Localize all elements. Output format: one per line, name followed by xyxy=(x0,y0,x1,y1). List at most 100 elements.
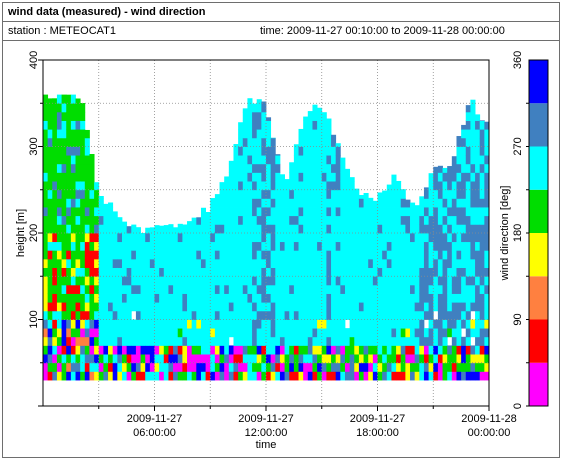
heatmap-cell xyxy=(56,319,62,329)
heatmap-cell xyxy=(479,328,485,338)
heatmap-cell xyxy=(247,137,253,147)
heatmap-cell xyxy=(242,215,248,225)
heatmap-cell xyxy=(293,241,299,251)
heatmap-cell xyxy=(358,250,364,260)
x-tick-label-date: 2009-11-27 xyxy=(127,413,182,425)
heatmap-cell xyxy=(224,224,230,234)
colorbar-swatch xyxy=(529,103,548,147)
heatmap-cell xyxy=(326,207,332,217)
heatmap-cell xyxy=(238,198,244,208)
heatmap-cell xyxy=(266,276,272,286)
heatmap-cell xyxy=(461,124,467,130)
heatmap-cell xyxy=(451,233,457,243)
heatmap-cell xyxy=(117,319,123,329)
heatmap-cell xyxy=(43,345,49,355)
heatmap-cell xyxy=(238,241,244,251)
heatmap-cell xyxy=(75,155,81,165)
heatmap-cell xyxy=(149,241,155,251)
heatmap-cell xyxy=(238,129,244,139)
heatmap-cell xyxy=(159,328,165,338)
heatmap-cell xyxy=(447,198,453,208)
heatmap-cell xyxy=(312,137,318,147)
heatmap-cell xyxy=(363,233,369,243)
heatmap-cell xyxy=(266,181,272,191)
heatmap-cell xyxy=(461,224,467,234)
title-bar: wind data (measured) - wind direction xyxy=(3,3,559,22)
heatmap-cell xyxy=(75,224,81,234)
heatmap-cell xyxy=(117,293,123,303)
heatmap-cell xyxy=(479,354,485,364)
heatmap-cell xyxy=(423,310,430,320)
heatmap-cell xyxy=(307,120,313,130)
heatmap-cell xyxy=(108,293,114,303)
heatmap-cell xyxy=(56,371,62,381)
heatmap-cell xyxy=(98,336,104,346)
heatmap-cell xyxy=(210,198,216,208)
heatmap-cell xyxy=(479,224,485,234)
heatmap-cell xyxy=(340,284,346,294)
heatmap-cell xyxy=(159,345,165,355)
heatmap-cell xyxy=(149,345,155,355)
heatmap-cell xyxy=(414,250,420,260)
heatmap-cell xyxy=(391,345,397,355)
heatmap-cell xyxy=(43,198,49,208)
heatmap-cell xyxy=(475,215,481,225)
heatmap-cell xyxy=(396,362,402,372)
heatmap-cell xyxy=(196,354,202,364)
heatmap-cell xyxy=(479,293,485,303)
heatmap-cells xyxy=(43,94,490,381)
heatmap-cell xyxy=(256,155,262,165)
heatmap-cell xyxy=(256,267,262,277)
heatmap-cell xyxy=(52,276,58,286)
heatmap-cell xyxy=(61,198,67,208)
heatmap-cell xyxy=(196,345,202,355)
heatmap-cell xyxy=(43,129,49,139)
heatmap-cell xyxy=(377,310,383,320)
heatmap-cell xyxy=(214,310,220,320)
heatmap-cell xyxy=(247,198,253,208)
heatmap-cell xyxy=(252,371,258,381)
heatmap-cell xyxy=(465,258,471,268)
heatmap-cell xyxy=(372,336,378,346)
heatmap-cell xyxy=(266,233,272,243)
heatmap-cell xyxy=(228,293,234,303)
heatmap-cell xyxy=(228,276,234,286)
heatmap-cell xyxy=(321,129,327,139)
heatmap-cell xyxy=(451,284,457,294)
heatmap-cell xyxy=(182,250,188,260)
heatmap-cell xyxy=(386,189,392,199)
heatmap-cell xyxy=(252,155,258,165)
heatmap-cell xyxy=(108,362,114,372)
heatmap-cell xyxy=(52,310,58,320)
heatmap-cell xyxy=(382,207,388,217)
heatmap-cell xyxy=(475,198,481,208)
heatmap-cell xyxy=(56,328,62,338)
heatmap-cell xyxy=(303,362,309,372)
heatmap-cell xyxy=(396,319,402,329)
heatmap-cell xyxy=(80,354,86,364)
heatmap-cell xyxy=(266,189,272,199)
heatmap-cell xyxy=(256,276,262,286)
heatmap-cell xyxy=(61,319,67,329)
heatmap-cell xyxy=(187,284,193,294)
heatmap-cell xyxy=(196,217,202,225)
heatmap-cell xyxy=(363,267,369,277)
heatmap-cell xyxy=(47,98,53,104)
heatmap-cell xyxy=(205,233,211,243)
heatmap-cell xyxy=(298,336,304,346)
heatmap-cell xyxy=(200,284,207,294)
heatmap-cell xyxy=(177,276,183,286)
heatmap-cell xyxy=(275,172,281,182)
heatmap-cell xyxy=(451,207,457,217)
heatmap-cell xyxy=(312,198,318,208)
heatmap-cell xyxy=(66,189,72,199)
heatmap-cell xyxy=(84,284,90,294)
heatmap-cell xyxy=(75,302,81,312)
heatmap-cell xyxy=(326,181,332,191)
heatmap-cell xyxy=(298,129,304,139)
heatmap-cell xyxy=(465,371,471,381)
heatmap-cell xyxy=(423,198,430,208)
heatmap-cell xyxy=(256,207,262,217)
heatmap-cell xyxy=(219,241,225,251)
heatmap-cell xyxy=(354,250,360,260)
